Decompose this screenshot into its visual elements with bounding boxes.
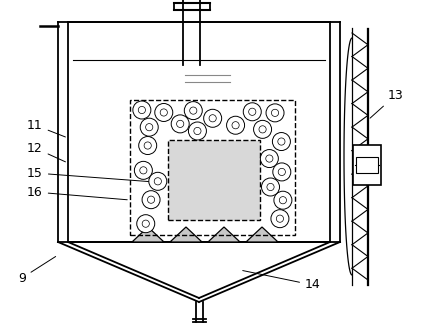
Circle shape xyxy=(140,118,158,136)
Text: 14: 14 xyxy=(243,270,321,292)
Circle shape xyxy=(139,136,157,155)
Circle shape xyxy=(253,120,272,138)
Circle shape xyxy=(188,122,207,140)
Circle shape xyxy=(133,101,151,119)
Circle shape xyxy=(243,103,261,121)
Circle shape xyxy=(260,150,278,167)
Circle shape xyxy=(262,178,279,196)
Text: 13: 13 xyxy=(370,88,404,118)
Bar xyxy=(168,140,260,220)
Polygon shape xyxy=(132,227,164,242)
Circle shape xyxy=(266,104,284,122)
Circle shape xyxy=(155,104,173,121)
Circle shape xyxy=(142,191,160,209)
Bar xyxy=(130,100,295,235)
Polygon shape xyxy=(208,227,240,242)
Circle shape xyxy=(227,116,245,134)
Polygon shape xyxy=(170,227,202,242)
Circle shape xyxy=(273,132,290,151)
Text: 15: 15 xyxy=(27,166,165,183)
Circle shape xyxy=(273,163,291,181)
Polygon shape xyxy=(246,227,278,242)
Text: 12: 12 xyxy=(27,141,66,162)
Text: 16: 16 xyxy=(27,185,127,200)
Bar xyxy=(353,145,381,185)
Circle shape xyxy=(171,115,189,133)
Circle shape xyxy=(271,210,289,228)
Bar xyxy=(356,157,378,173)
Circle shape xyxy=(274,191,292,209)
Circle shape xyxy=(149,172,167,190)
Circle shape xyxy=(135,161,152,179)
Circle shape xyxy=(137,215,155,233)
Text: 11: 11 xyxy=(27,118,66,137)
Circle shape xyxy=(204,109,222,127)
Circle shape xyxy=(184,102,202,119)
Text: 9: 9 xyxy=(18,257,56,285)
